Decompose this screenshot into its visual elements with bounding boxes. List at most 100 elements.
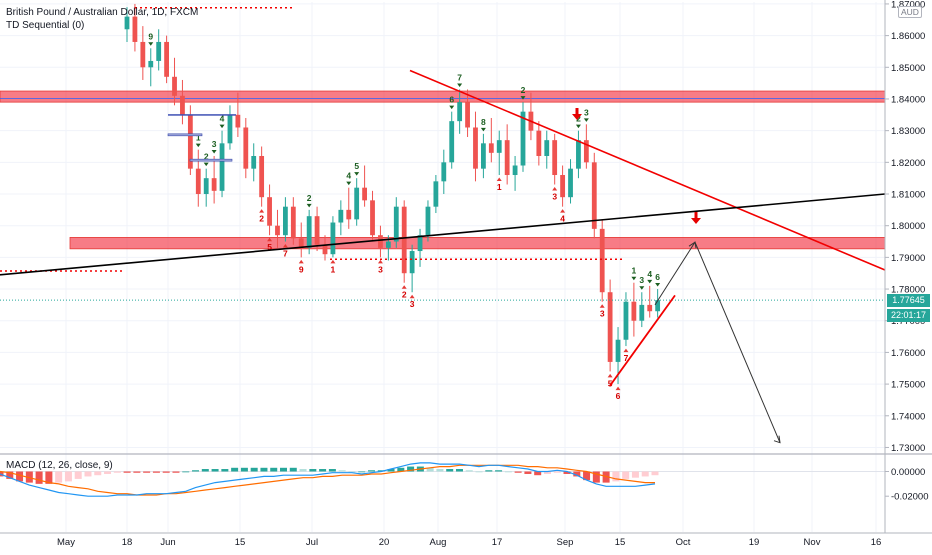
projection-box-line: [168, 114, 236, 116]
macd-histogram-bar: [6, 471, 14, 479]
price-tick-label: 1.80000: [891, 221, 925, 232]
td-count-label: 1: [497, 182, 502, 192]
macd-histogram-bar: [45, 471, 53, 484]
time-tick-label: 16: [871, 537, 882, 548]
macd-histogram-bar: [436, 469, 444, 472]
macd-histogram-bar: [289, 467, 297, 472]
td-marker: [377, 259, 383, 264]
price-tick-label: 1.76000: [891, 348, 925, 359]
td-count-label: 2: [402, 290, 407, 300]
macd-histogram-bar: [397, 467, 405, 472]
macd-histogram-bar: [123, 471, 131, 473]
price-tick-label: 1.74000: [891, 411, 925, 422]
td-marker: [211, 149, 217, 154]
candle-body: [370, 200, 375, 236]
macd-tick-label: -0.02000: [891, 492, 929, 503]
macd-histogram-bar: [16, 471, 24, 482]
rising-support-line: [609, 294, 676, 387]
td-marker: [354, 172, 360, 176]
price-tick-label: 1.85000: [891, 63, 925, 74]
td-marker: [282, 244, 288, 248]
candle-body: [156, 41, 162, 61]
macd-histogram-bar: [162, 471, 170, 473]
td-count-label: 7: [457, 72, 462, 82]
td-count-label: 1: [331, 264, 336, 274]
candle-body: [552, 140, 558, 176]
macd-histogram-bar: [319, 469, 327, 472]
macd-histogram-bar: [192, 470, 200, 472]
td-marker: [615, 386, 621, 391]
macd-histogram-bar: [465, 470, 473, 472]
candle-body: [583, 140, 589, 163]
macd-histogram-bar: [495, 470, 503, 472]
td-marker: [520, 96, 526, 100]
candle-body: [409, 251, 415, 274]
macd-histogram-bar: [651, 471, 659, 476]
macd-histogram-bar: [475, 471, 483, 473]
drawing-tools-layer[interactable]: [0, 6, 886, 444]
candle-body: [330, 222, 336, 255]
candle-body: [607, 292, 613, 362]
time-tick-label: Sep: [557, 537, 574, 548]
macd-histogram-bar: [143, 471, 151, 473]
td-marker: [599, 304, 605, 308]
td-sequential-legend: TD Sequential (0): [6, 20, 85, 31]
candle-body: [354, 187, 360, 220]
candle-body: [322, 244, 328, 255]
candle-body: [243, 127, 249, 169]
macd-histogram-bar: [622, 471, 630, 479]
candle-body: [298, 238, 304, 248]
macd-tick-label: 0.00000: [891, 467, 925, 478]
candle-body: [164, 41, 169, 77]
candle-body: [623, 301, 629, 340]
time-tick-label: Jul: [306, 537, 318, 548]
candle-body: [362, 187, 367, 201]
symbol-title: British Pound / Australian Dollar, 1D, F…: [6, 7, 199, 18]
candle-body: [306, 216, 312, 248]
td-marker: [409, 294, 415, 299]
time-tick-label: 15: [235, 537, 246, 548]
td-marker: [575, 124, 581, 129]
macd-histogram-bar: [455, 469, 463, 472]
macd-legend: MACD (12, 26, close, 9): [6, 460, 113, 471]
candle-body: [203, 178, 209, 195]
price-tick-label: 1.83000: [891, 126, 925, 137]
currency-badge[interactable]: AUD: [898, 6, 922, 18]
macd-histogram-bar: [64, 471, 72, 482]
price-tick-label: 1.86000: [891, 31, 925, 42]
candle-body: [639, 304, 645, 321]
td-marker: [401, 285, 407, 289]
descending-trendline: [409, 69, 886, 271]
macd-histogram-bar: [631, 471, 639, 478]
macd-histogram-bar: [55, 471, 63, 483]
macd-histogram-bar: [25, 471, 33, 483]
candle-body: [275, 225, 280, 236]
macd-histogram-bar: [0, 471, 4, 477]
macd-histogram-bar: [299, 469, 307, 472]
candle-body: [259, 155, 265, 198]
td-marker: [259, 209, 265, 213]
candle-body: [433, 181, 439, 207]
candle-body: [615, 339, 621, 362]
candle-body: [267, 197, 272, 226]
time-tick-label: Aug: [430, 537, 447, 548]
macd-histogram-bar: [592, 471, 600, 483]
price-tick-label: 1.87000: [891, 0, 925, 10]
macd-histogram-bar: [612, 471, 620, 482]
time-tick-label: Jun: [160, 537, 175, 548]
macd-histogram-bar: [338, 470, 346, 472]
macd-histogram-bar: [504, 471, 512, 473]
td-marker: [623, 348, 629, 353]
macd-histogram-bar: [543, 471, 551, 474]
candle-body: [449, 121, 455, 163]
candle-body: [599, 228, 605, 293]
candle-body: [385, 241, 391, 248]
candle-body: [195, 168, 201, 195]
macd-histogram-bar: [534, 471, 542, 476]
candle-body: [481, 143, 486, 169]
candle-body: [536, 130, 542, 156]
candle-body: [465, 102, 470, 128]
